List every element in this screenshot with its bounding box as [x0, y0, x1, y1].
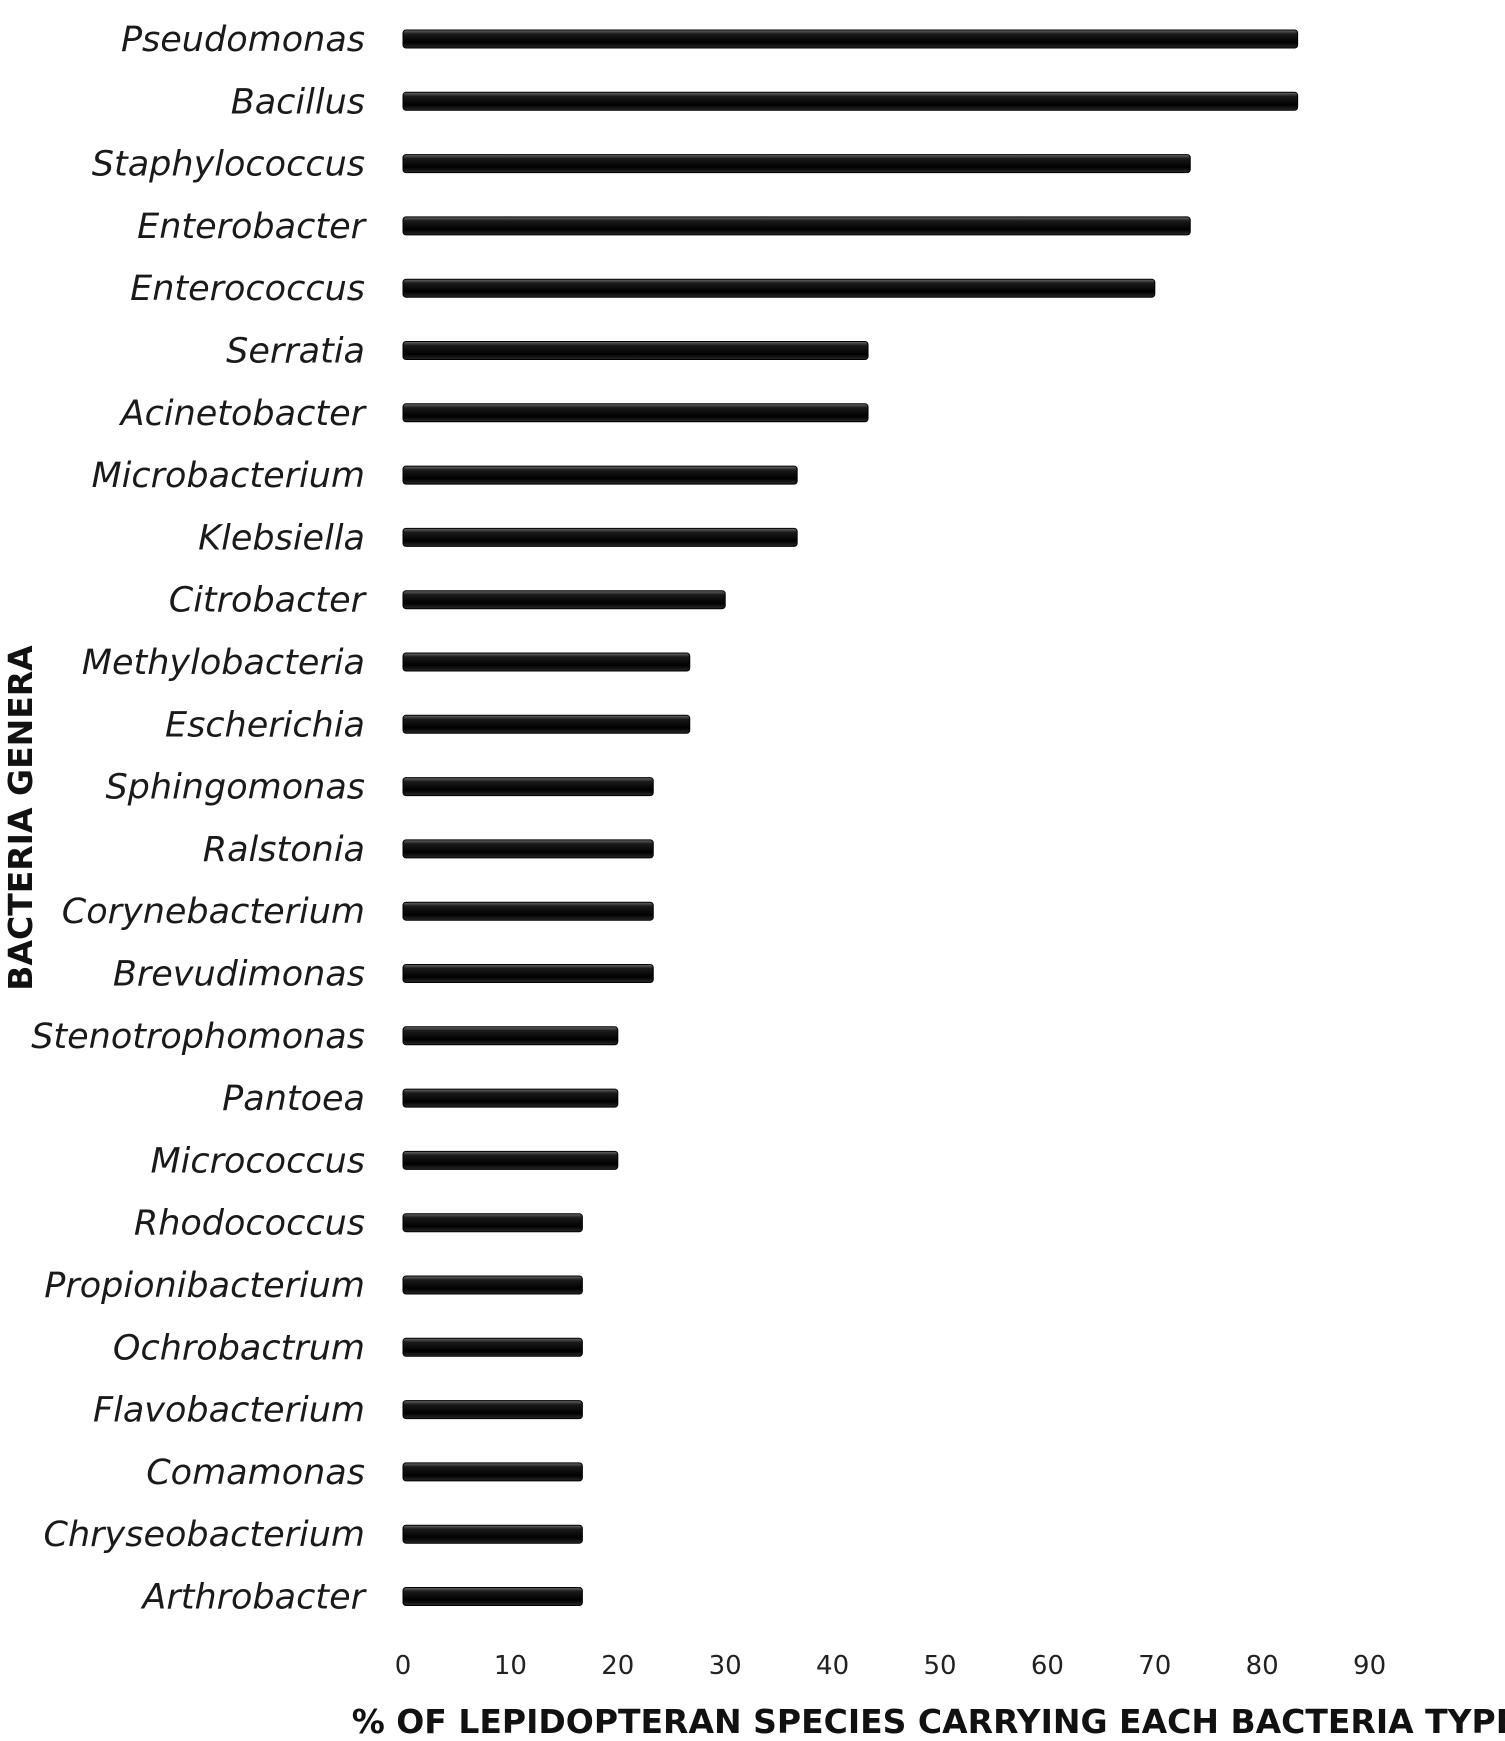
- bar-pantoea: [402, 1088, 619, 1108]
- x-tick-label: 70: [1138, 1651, 1171, 1681]
- x-axis-ticks: 0 10 20 30 40 50 60 70 80 90: [395, 1651, 1386, 1681]
- bar-citrobacter: [402, 590, 726, 610]
- bar-bacillus: [402, 91, 1299, 111]
- category-label-ralstonia: Ralstonia: [203, 830, 365, 870]
- category-label-corynebacterium: Corynebacterium: [62, 892, 365, 932]
- x-tick-label: 10: [494, 1651, 527, 1681]
- bar-rhodococcus: [402, 1213, 583, 1233]
- bar-enterococcus: [402, 278, 1156, 298]
- category-label-ochrobactrum: Ochrobactrum: [113, 1328, 365, 1368]
- x-tick-label: 30: [709, 1651, 742, 1681]
- bar-comamonas: [402, 1462, 583, 1482]
- category-label-brevudimonas: Brevudimonas: [113, 955, 365, 995]
- x-tick-label: 0: [395, 1651, 412, 1681]
- category-label-comamonas: Comamonas: [146, 1453, 365, 1493]
- x-tick-label: 50: [923, 1651, 956, 1681]
- category-label-staphylococcus: Staphylococcus: [92, 145, 365, 185]
- bar-micrococcus: [402, 1150, 619, 1170]
- category-label-stenotrophomonas: Stenotrophomonas: [31, 1017, 365, 1057]
- bar-enterobacter: [402, 216, 1191, 236]
- category-label-methylobacteria: Methylobacteria: [82, 643, 365, 683]
- category-label-bacillus: Bacillus: [231, 82, 365, 122]
- category-label-arthrobacter: Arthrobacter: [140, 1578, 367, 1618]
- bar-chryseobacterium: [402, 1524, 583, 1544]
- bar-arthrobacter: [402, 1587, 583, 1606]
- x-axis-title: % OF LEPIDOPTERAN SPECIES CARRYING EACH …: [352, 1702, 1505, 1741]
- category-label-klebsiella: Klebsiella: [198, 518, 365, 558]
- x-tick-label: 80: [1246, 1651, 1279, 1681]
- category-label-pantoea: Pantoea: [222, 1079, 365, 1119]
- bar-pseudomonas: [402, 29, 1299, 49]
- category-label-acinetobacter: Acinetobacter: [119, 394, 368, 434]
- category-label-flavobacterium: Flavobacterium: [93, 1391, 365, 1431]
- x-tick-label: 60: [1031, 1651, 1064, 1681]
- bar-brevudimonas: [402, 964, 654, 983]
- category-label-chryseobacterium: Chryseobacterium: [44, 1515, 365, 1555]
- category-label-enterococcus: Enterococcus: [130, 269, 365, 309]
- category-label-sphingomonas: Sphingomonas: [105, 768, 365, 808]
- bar-ochrobactrum: [402, 1337, 583, 1357]
- bar-corynebacterium: [402, 901, 654, 921]
- bar-microbacterium: [402, 465, 798, 485]
- category-label-citrobacter: Citrobacter: [169, 581, 368, 621]
- bar-stenotrophomonas: [402, 1026, 619, 1046]
- bar-sphingomonas: [402, 777, 654, 797]
- bar-klebsiella: [402, 527, 798, 547]
- category-labels: Pseudomonas Bacillus Staphylococcus Enterob…: [31, 20, 367, 1618]
- x-tick-label: 20: [601, 1651, 634, 1681]
- y-axis-title: BACTERIA GENERA: [1, 645, 40, 991]
- category-label-rhodococcus: Rhodococcus: [134, 1204, 365, 1244]
- category-label-serratia: Serratia: [226, 332, 365, 372]
- bar-methylobacteria: [402, 652, 691, 672]
- bar-propionibacterium: [402, 1275, 583, 1295]
- bar-ralstonia: [402, 839, 654, 859]
- category-label-propionibacterium: Propionibacterium: [44, 1266, 365, 1306]
- category-label-enterobacter: Enterobacter: [137, 207, 368, 247]
- bar-staphylococcus: [402, 154, 1191, 174]
- category-label-micrococcus: Micrococcus: [150, 1141, 365, 1181]
- category-label-pseudomonas: Pseudomonas: [121, 20, 365, 60]
- x-tick-label: 40: [816, 1651, 849, 1681]
- category-label-microbacterium: Microbacterium: [91, 456, 365, 496]
- bar-acinetobacter: [402, 403, 869, 423]
- bar-escherichia: [402, 714, 691, 734]
- category-label-escherichia: Escherichia: [165, 705, 365, 745]
- bar-serratia: [402, 341, 869, 360]
- bars: [402, 29, 1299, 1606]
- bar-flavobacterium: [402, 1400, 583, 1420]
- x-tick-label: 90: [1353, 1651, 1386, 1681]
